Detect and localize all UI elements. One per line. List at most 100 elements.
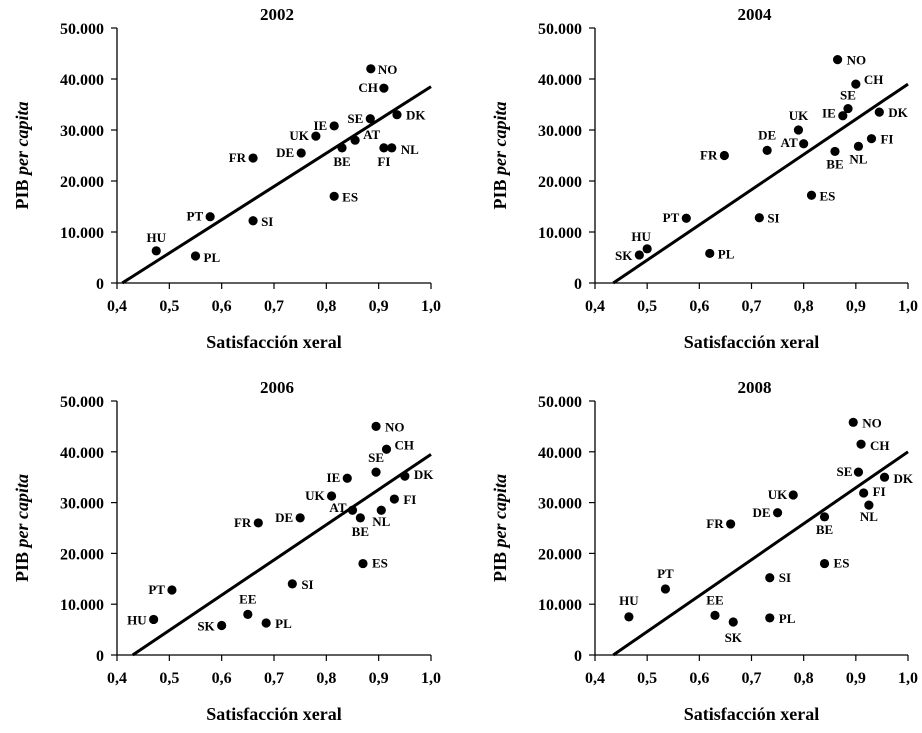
- data-point-PL: [190, 251, 201, 261]
- data-point-SI: [287, 579, 297, 589]
- data-label-HU: HU: [147, 230, 167, 245]
- x-tick-label: 0,5: [637, 298, 657, 315]
- x-tick-label: 0,5: [159, 670, 179, 687]
- data-label-HU: HU: [631, 229, 651, 244]
- data-label-ES: ES: [819, 188, 835, 203]
- x-tick-label: 1,0: [421, 670, 441, 687]
- data-label-FR: FR: [229, 150, 247, 165]
- trend-line: [612, 450, 909, 657]
- data-label-NL: NL: [401, 142, 419, 157]
- data-point-SK: [634, 250, 644, 260]
- data-label-UK: UK: [789, 108, 809, 123]
- y-tick-label: 40.000: [538, 72, 582, 89]
- data-point-SE: [853, 467, 864, 477]
- data-point-NL: [853, 141, 864, 151]
- x-tick-label: 0,8: [316, 298, 336, 315]
- y-axis-label-italic: per capita: [12, 101, 32, 177]
- trend-line: [121, 85, 432, 285]
- data-point-SK: [217, 620, 227, 631]
- data-label-FI: FI: [403, 492, 416, 507]
- data-label-PL: PL: [204, 250, 221, 265]
- data-point-PT: [660, 584, 671, 594]
- y-tick-label: 0: [574, 648, 582, 665]
- data-point-CH: [856, 439, 866, 449]
- data-label-DK: DK: [888, 105, 908, 120]
- data-point-FI: [389, 494, 399, 504]
- data-label-SI: SI: [261, 214, 273, 229]
- chart-title: 2002: [260, 5, 294, 24]
- data-point-IE: [342, 473, 352, 483]
- data-point-UK: [788, 490, 798, 500]
- data-label-ES: ES: [372, 556, 388, 571]
- data-point-BE: [830, 146, 840, 157]
- x-tick-label: 0,8: [794, 670, 814, 687]
- data-point-SI: [765, 573, 775, 583]
- y-axis-label-main: PIB: [490, 547, 510, 582]
- data-label-FR: FR: [706, 516, 724, 531]
- data-label-CH: CH: [864, 72, 884, 87]
- data-point-DE: [295, 513, 305, 523]
- data-label-NO: NO: [385, 419, 405, 434]
- data-label-FI: FI: [873, 484, 886, 499]
- data-point-FI: [866, 134, 877, 144]
- data-label-DK: DK: [406, 108, 426, 123]
- data-label-PT: PT: [148, 582, 165, 597]
- data-point-FR: [719, 150, 729, 161]
- data-point-HU: [151, 246, 161, 256]
- data-point-SE: [843, 103, 853, 114]
- data-label-UK: UK: [305, 488, 325, 503]
- data-label-NL: NL: [860, 509, 878, 524]
- data-label-SI: SI: [779, 570, 791, 585]
- data-label-CH: CH: [870, 438, 890, 453]
- data-label-AT: AT: [363, 127, 380, 142]
- x-tick-label: 0,7: [264, 670, 284, 687]
- data-label-NO: NO: [378, 62, 398, 77]
- data-label-IE: IE: [313, 118, 327, 133]
- data-point-NL: [864, 500, 874, 510]
- data-point-PL: [705, 248, 715, 259]
- data-label-SI: SI: [767, 211, 779, 226]
- x-tick-label: 1,0: [898, 298, 918, 315]
- y-axis-label: PIB per capita: [12, 474, 32, 582]
- data-point-NO: [371, 421, 381, 431]
- data-point-SE: [365, 114, 375, 124]
- data-label-HU: HU: [619, 593, 639, 608]
- y-tick-label: 30.000: [538, 496, 582, 513]
- data-point-PT: [681, 213, 691, 223]
- x-axis-label: Satisfacción xeral: [206, 704, 341, 724]
- x-tick-label: 0,6: [689, 670, 709, 687]
- y-tick-label: 20.000: [538, 174, 582, 191]
- data-point-SE: [371, 467, 381, 477]
- data-point-DK: [392, 110, 402, 120]
- data-point-FR: [248, 153, 258, 163]
- data-label-PL: PL: [718, 246, 735, 261]
- data-label-SK: SK: [615, 248, 633, 263]
- data-point-UK: [793, 125, 804, 135]
- data-label-AT: AT: [781, 135, 798, 150]
- y-tick-label: 20.000: [60, 174, 104, 191]
- data-label-DE: DE: [753, 505, 771, 520]
- y-axis-label: PIB per capita: [12, 101, 32, 209]
- data-label-BE: BE: [333, 154, 350, 169]
- y-axis-label-italic: per capita: [490, 101, 510, 177]
- chart-panel-2006: 2006 0 10.000 20.000 30.000 40.000 50.000 0,4 0,…: [12, 378, 441, 724]
- data-point-UK: [326, 491, 337, 501]
- y-tick-label: 50.000: [538, 394, 582, 411]
- x-axis-label: Satisfacción xeral: [206, 332, 341, 352]
- data-label-SK: SK: [725, 630, 743, 645]
- data-point-AT: [799, 139, 809, 149]
- data-label-FR: FR: [700, 148, 718, 163]
- data-label-SI: SI: [301, 577, 313, 592]
- y-axis-label: PIB per capita: [490, 474, 510, 582]
- y-tick-label: 50.000: [60, 21, 104, 38]
- data-point-DE: [772, 508, 783, 518]
- data-label-ES: ES: [342, 189, 358, 204]
- chart-panel-2002: 2002 0 10.000 20.000 30.000 40.000 50.000 0,4 0,…: [12, 5, 441, 352]
- data-point-HU: [642, 244, 652, 254]
- x-tick-label: 0,9: [846, 298, 866, 315]
- x-tick-label: 0,6: [212, 298, 232, 315]
- data-label-BE: BE: [352, 524, 369, 539]
- data-point-UK: [311, 131, 321, 141]
- data-point-FR: [253, 518, 263, 528]
